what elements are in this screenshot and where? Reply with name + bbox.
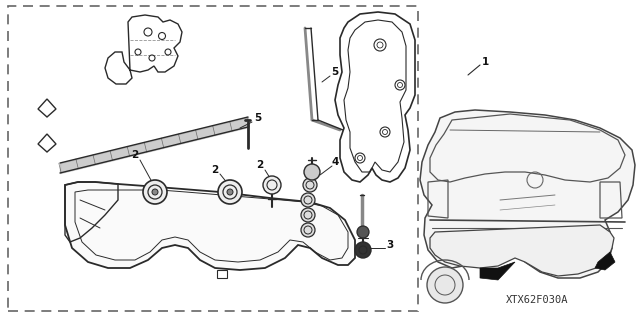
Circle shape [359,246,367,254]
Circle shape [263,176,281,194]
Text: 5: 5 [332,67,339,77]
Text: 1: 1 [481,57,488,67]
Circle shape [355,242,371,258]
Circle shape [227,189,233,195]
Circle shape [357,226,369,238]
Polygon shape [480,262,515,280]
Bar [8,6,418,311]
Circle shape [218,180,242,204]
Text: 2: 2 [211,165,219,175]
Text: 3: 3 [387,240,394,250]
Text: 2: 2 [257,160,264,170]
Circle shape [152,189,158,195]
Circle shape [301,193,315,207]
Polygon shape [420,110,635,278]
Circle shape [427,267,463,303]
Circle shape [301,223,315,237]
Polygon shape [65,182,355,270]
Circle shape [303,178,317,192]
Polygon shape [430,225,614,276]
Circle shape [304,164,320,180]
Text: 5: 5 [254,113,262,123]
Text: XTX62F030A: XTX62F030A [506,295,568,305]
Polygon shape [595,252,615,270]
Text: 4: 4 [332,157,339,167]
Circle shape [143,180,167,204]
Circle shape [301,208,315,222]
Text: 2: 2 [131,150,139,160]
